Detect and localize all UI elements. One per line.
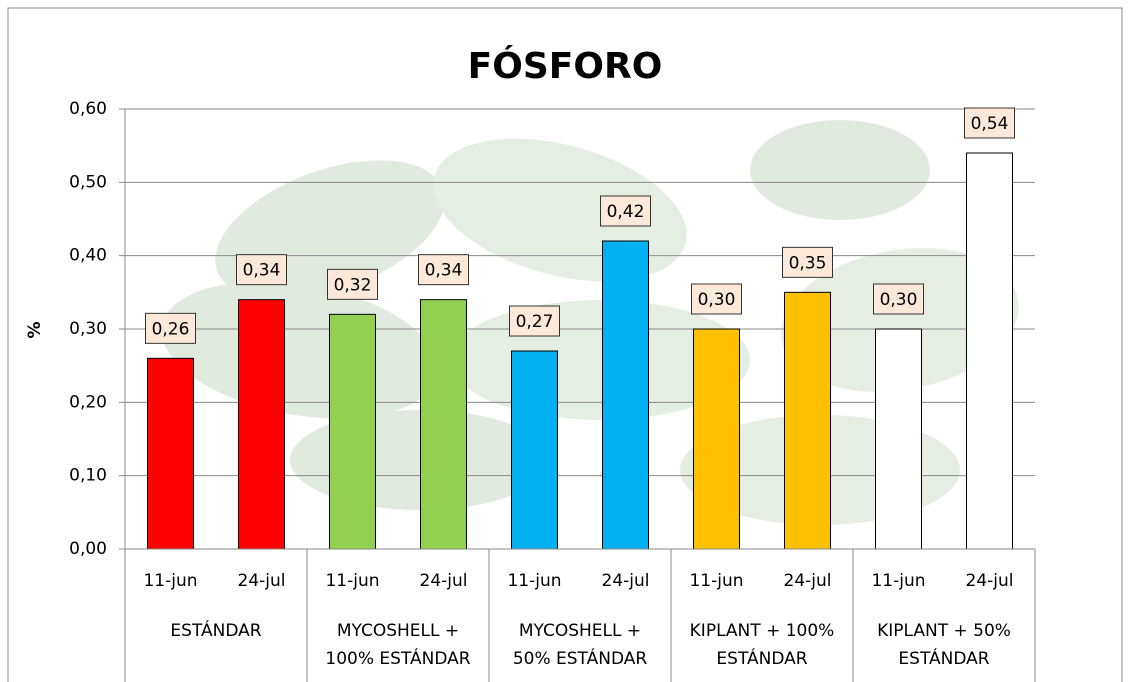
data-label: 0,30 (698, 290, 736, 310)
chart-border (7, 7, 1123, 682)
group-label: 100% ESTÁNDAR (325, 647, 470, 669)
data-label: 0,27 (516, 312, 554, 332)
data-label-box (691, 283, 742, 315)
x-tick-label: 24-jul (966, 571, 1014, 591)
y-tick-label: 0,20 (69, 392, 107, 412)
x-tick-label: 11-jun (507, 571, 561, 591)
x-tick-label: 24-jul (602, 571, 650, 591)
y-tick-label: 0,40 (69, 246, 107, 266)
y-tick-label: 0,00 (69, 539, 107, 559)
data-label: 0,30 (880, 290, 918, 310)
x-tick-label: 24-jul (420, 571, 468, 591)
group-label: MYCOSHELL + (337, 621, 459, 641)
group-label: ESTÁNDAR (898, 647, 989, 669)
group-label: ESTÁNDAR (170, 619, 261, 641)
group-label: 50% ESTÁNDAR (513, 647, 648, 669)
bar (693, 328, 740, 550)
data-label-box (600, 195, 651, 227)
bar (602, 240, 649, 550)
bar (784, 291, 831, 550)
data-label-box (236, 254, 287, 286)
group-label: KIPLANT + 100% (690, 621, 835, 641)
data-label: 0,42 (607, 202, 645, 222)
data-label-box (873, 283, 924, 315)
data-label-box (782, 246, 833, 278)
data-label-box (964, 107, 1015, 139)
data-label: 0,32 (334, 275, 372, 295)
data-label-box (145, 312, 196, 344)
bar (511, 350, 558, 550)
y-tick-label: 0,60 (69, 99, 107, 119)
bar (238, 299, 285, 550)
y-tick-label: 0,10 (69, 466, 107, 486)
bar (875, 328, 922, 550)
group-label: KIPLANT + 50% (877, 621, 1011, 641)
data-label-box (418, 254, 469, 286)
data-label: 0,54 (971, 114, 1009, 134)
x-tick-label: 11-jun (143, 571, 197, 591)
y-tick-label: 0,50 (69, 172, 107, 192)
x-tick-label: 11-jun (325, 571, 379, 591)
bar (966, 152, 1013, 550)
chart-title: FÓSFORO (468, 45, 663, 87)
y-axis-label: % (25, 321, 45, 338)
group-label: ESTÁNDAR (716, 647, 807, 669)
data-label: 0,34 (425, 261, 463, 281)
data-label: 0,35 (789, 253, 827, 273)
data-label-box (327, 268, 378, 300)
bar (420, 299, 467, 550)
bar (147, 357, 194, 550)
group-label: MYCOSHELL + (519, 621, 641, 641)
y-tick-label: 0,30 (69, 319, 107, 339)
x-tick-label: 24-jul (238, 571, 286, 591)
bar (329, 313, 376, 550)
x-tick-label: 11-jun (689, 571, 743, 591)
x-tick-label: 11-jun (871, 571, 925, 591)
data-label: 0,34 (243, 261, 281, 281)
x-tick-label: 24-jul (784, 571, 832, 591)
data-label-box (509, 305, 560, 337)
data-label: 0,26 (152, 319, 190, 339)
